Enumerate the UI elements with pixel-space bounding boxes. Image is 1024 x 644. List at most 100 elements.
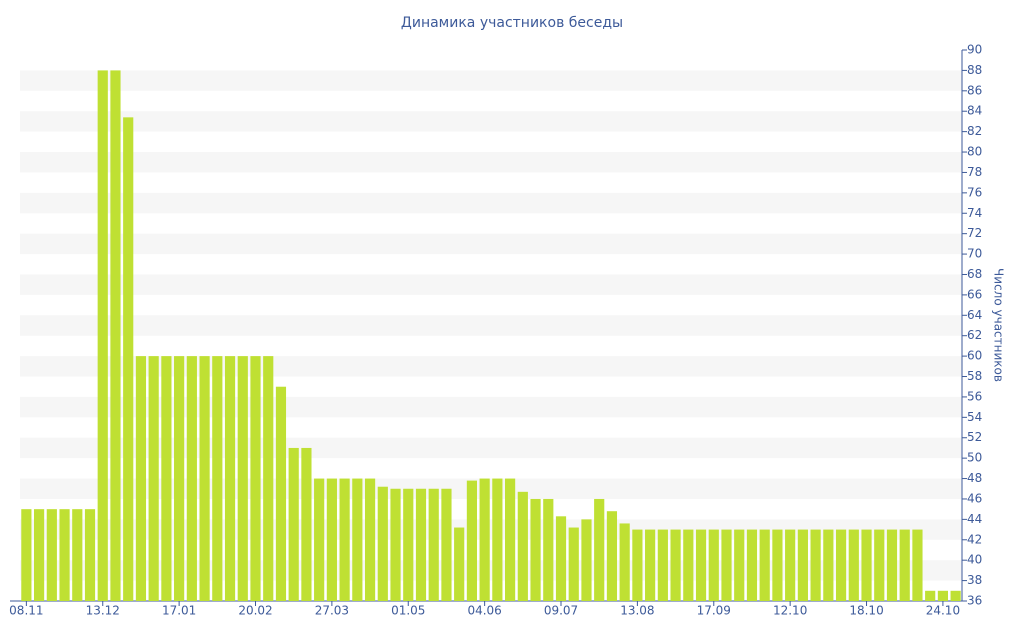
bar [619, 523, 630, 601]
bar [454, 527, 465, 601]
bar [479, 478, 490, 601]
bar [110, 70, 121, 601]
bar [339, 478, 350, 601]
bar [517, 491, 528, 601]
x-tick-label: 01.05 [391, 604, 425, 618]
bar [135, 356, 147, 601]
y-tick-label: 54 [967, 410, 982, 424]
y-tick-label: 90 [967, 43, 982, 57]
bar [84, 509, 96, 601]
bar [937, 590, 948, 601]
bar [708, 529, 719, 601]
bar [606, 511, 618, 601]
y-tick-label: 64 [967, 308, 982, 322]
bar [34, 509, 45, 601]
bar [823, 529, 834, 601]
bar [237, 356, 248, 601]
y-tick-label: 70 [967, 247, 982, 261]
y-tick-label: 74 [967, 206, 982, 220]
x-tick-label: 08.11 [9, 604, 43, 618]
bar [314, 478, 325, 601]
bar [874, 529, 885, 601]
y-tick-label: 76 [967, 185, 982, 199]
bar [352, 478, 363, 601]
bar [97, 70, 108, 601]
bar [46, 509, 57, 601]
bar [403, 488, 414, 601]
bar [912, 529, 923, 601]
y-tick-label: 88 [967, 63, 982, 77]
y-tick-label: 56 [967, 389, 982, 403]
bar [734, 529, 745, 601]
bar [250, 356, 261, 601]
bar [161, 356, 172, 601]
y-tick-label: 78 [967, 165, 982, 179]
bar [555, 516, 567, 601]
x-tick-label: 17.09 [697, 604, 731, 618]
y-tick-label: 60 [967, 349, 982, 363]
bar [492, 478, 503, 601]
bar [441, 488, 452, 601]
bar [721, 529, 732, 601]
bar [899, 529, 910, 601]
bar [326, 478, 337, 601]
bar [925, 590, 936, 601]
x-tick-label: 09.07 [544, 604, 578, 618]
bar [746, 529, 758, 601]
bar [861, 529, 872, 601]
y-tick-label: 38 [967, 573, 982, 587]
y-tick-label: 48 [967, 471, 982, 485]
x-tick-label: 20.02 [238, 604, 272, 618]
bar [21, 509, 32, 601]
bar [59, 509, 70, 601]
y-tick-label: 84 [967, 104, 982, 118]
bar [186, 356, 197, 601]
grid-band [20, 315, 962, 336]
y-tick-label: 62 [967, 328, 982, 342]
bar [632, 529, 643, 601]
x-tick-label: 13.08 [620, 604, 654, 618]
bar [683, 529, 694, 601]
bar [810, 529, 821, 601]
bar [275, 386, 287, 601]
y-tick-label: 72 [967, 226, 982, 240]
bar [886, 529, 898, 601]
bar [199, 356, 210, 601]
y-tick-label: 66 [967, 287, 982, 301]
bar [759, 529, 770, 601]
y-tick-label: 52 [967, 430, 982, 444]
bar [568, 527, 579, 601]
y-tick-label: 68 [967, 267, 982, 281]
bar [505, 478, 516, 601]
y-tick-label: 58 [967, 369, 982, 383]
y-tick-label: 44 [967, 512, 982, 526]
bar [288, 447, 299, 601]
bar [428, 488, 439, 601]
grid-band [20, 111, 962, 132]
bar [670, 529, 681, 601]
y-tick-label: 36 [967, 594, 982, 608]
bar [364, 478, 376, 601]
bar [224, 356, 236, 601]
bar [466, 480, 477, 601]
bar [950, 590, 961, 601]
grid-band [20, 274, 962, 295]
grid-band [20, 70, 962, 91]
y-tick-label: 82 [967, 124, 982, 138]
bar [657, 529, 668, 601]
y-axis-label: Число участников [992, 268, 1006, 382]
bar [263, 356, 274, 601]
y-tick-label: 46 [967, 491, 982, 505]
bar [390, 488, 401, 601]
bar [848, 529, 859, 601]
bar [530, 498, 541, 601]
bar [785, 529, 796, 601]
bar [301, 447, 312, 601]
x-tick-label: 13.12 [86, 604, 120, 618]
bar [123, 117, 134, 601]
x-tick-label: 17.01 [162, 604, 196, 618]
bar [377, 486, 388, 601]
x-tick-label: 27.03 [315, 604, 349, 618]
x-tick-label: 12.10 [773, 604, 807, 618]
